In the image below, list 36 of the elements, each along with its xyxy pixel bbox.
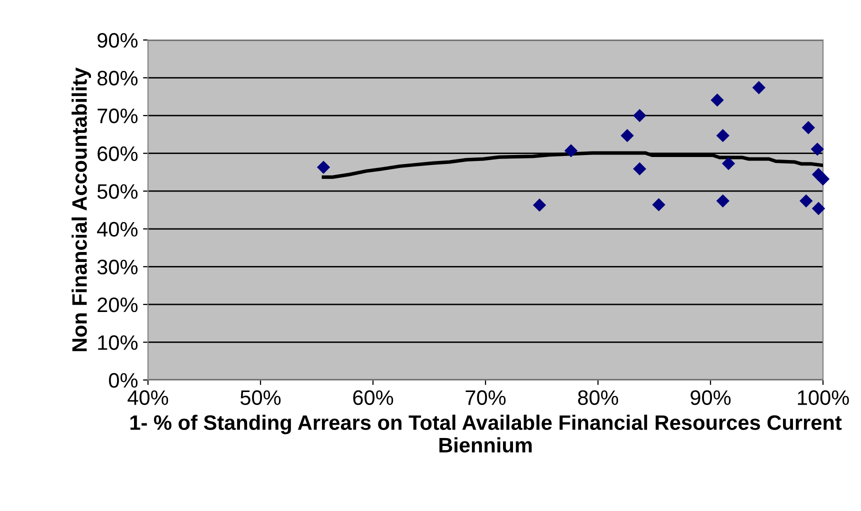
point xyxy=(810,142,824,156)
point xyxy=(633,108,646,122)
x-tick-label: 60% xyxy=(353,390,394,406)
x-tick-label: 80% xyxy=(578,390,618,406)
y-tick-label: 20% xyxy=(98,297,138,312)
x-axis-title: 1- % of Standing Arrears on Total Available Financial Resources Current Biennium xyxy=(130,414,842,453)
y-tick-label: 30% xyxy=(97,260,138,274)
x-tick-label: 100% xyxy=(798,390,849,406)
point xyxy=(800,194,813,208)
x-tick-label: 90% xyxy=(690,390,731,406)
point xyxy=(716,194,730,208)
x-tick-label: 50% xyxy=(240,390,281,406)
point xyxy=(816,172,830,186)
y-tick-label: 10% xyxy=(98,335,138,350)
x-tick-label: 70% xyxy=(466,390,506,406)
x-tick-label: 40% xyxy=(128,390,168,406)
y-axis-title: Non Financial Accountability xyxy=(72,68,92,352)
y-tick-label: 0% xyxy=(108,373,138,388)
point xyxy=(532,198,546,212)
point xyxy=(710,93,724,107)
point xyxy=(802,121,815,134)
point xyxy=(652,198,666,212)
y-tick-label: 40% xyxy=(97,222,138,237)
y-tick-label: 80% xyxy=(97,70,138,86)
point xyxy=(722,156,736,170)
point xyxy=(633,162,646,176)
point xyxy=(316,160,330,174)
y-tick-label: 70% xyxy=(98,108,138,124)
point xyxy=(812,202,826,216)
point xyxy=(564,144,578,158)
point xyxy=(716,128,730,142)
point xyxy=(752,81,766,94)
y-tick-label: 60% xyxy=(98,146,138,162)
y-tick-label: 90% xyxy=(98,33,138,48)
point xyxy=(620,128,634,142)
y-tick-label: 50% xyxy=(97,184,138,199)
